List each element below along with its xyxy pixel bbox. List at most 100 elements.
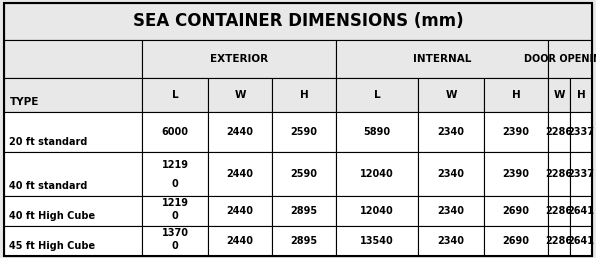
Bar: [208, 152, 272, 196]
Text: 2340: 2340: [437, 206, 464, 216]
Text: L: L: [374, 90, 380, 100]
Bar: [570, 152, 592, 196]
Bar: [142, 226, 208, 256]
Bar: [4, 152, 142, 196]
Text: 2440: 2440: [226, 127, 253, 137]
Bar: [570, 196, 592, 226]
Bar: [272, 112, 336, 152]
Text: 2286: 2286: [545, 206, 573, 216]
Bar: [272, 152, 336, 196]
Text: 6000: 6000: [162, 127, 188, 137]
Text: 2641: 2641: [567, 206, 594, 216]
Bar: [142, 40, 336, 78]
Text: 0: 0: [172, 179, 178, 189]
Bar: [208, 112, 272, 152]
Bar: [484, 152, 548, 196]
Bar: [548, 226, 570, 256]
Bar: [548, 78, 570, 112]
Text: 2390: 2390: [502, 127, 529, 137]
Bar: [570, 226, 592, 256]
Bar: [4, 40, 142, 78]
Bar: [4, 78, 142, 112]
Text: 20 ft standard: 20 ft standard: [9, 137, 88, 147]
Text: 2337: 2337: [567, 169, 594, 179]
Bar: [336, 152, 418, 196]
Text: 2440: 2440: [226, 169, 253, 179]
Text: 2340: 2340: [437, 236, 464, 246]
Bar: [4, 196, 142, 226]
Bar: [208, 196, 272, 226]
Text: H: H: [576, 90, 585, 100]
Bar: [336, 40, 548, 78]
Bar: [484, 112, 548, 152]
Bar: [142, 78, 208, 112]
Bar: [418, 226, 484, 256]
Text: 2286: 2286: [545, 169, 573, 179]
Bar: [272, 196, 336, 226]
Bar: [142, 112, 208, 152]
Text: 2895: 2895: [290, 206, 318, 216]
Text: 1219: 1219: [162, 160, 188, 170]
Bar: [4, 3, 592, 40]
Text: 1219: 1219: [162, 198, 188, 208]
Text: H: H: [300, 90, 308, 100]
Bar: [484, 78, 548, 112]
Bar: [484, 196, 548, 226]
Text: 5890: 5890: [364, 127, 390, 137]
Text: DOOR OPENINGS: DOOR OPENINGS: [524, 54, 596, 64]
Text: 2340: 2340: [437, 127, 464, 137]
Bar: [142, 196, 208, 226]
Bar: [4, 226, 142, 256]
Bar: [570, 112, 592, 152]
Text: 2590: 2590: [290, 169, 318, 179]
Text: INTERNAL: INTERNAL: [413, 54, 471, 64]
Text: 2286: 2286: [545, 236, 573, 246]
Bar: [548, 196, 570, 226]
Text: 40 ft standard: 40 ft standard: [9, 181, 88, 191]
Text: 40 ft High Cube: 40 ft High Cube: [9, 211, 95, 221]
Text: TYPE: TYPE: [10, 97, 39, 107]
Text: W: W: [234, 90, 246, 100]
Text: EXTERIOR: EXTERIOR: [210, 54, 268, 64]
Bar: [272, 78, 336, 112]
Bar: [484, 226, 548, 256]
Bar: [336, 78, 418, 112]
Text: 2690: 2690: [502, 236, 529, 246]
Text: 0: 0: [172, 241, 178, 251]
Bar: [418, 78, 484, 112]
Bar: [548, 40, 592, 78]
Bar: [570, 78, 592, 112]
Bar: [142, 152, 208, 196]
Text: 2690: 2690: [502, 206, 529, 216]
Bar: [548, 112, 570, 152]
Text: 45 ft High Cube: 45 ft High Cube: [9, 241, 95, 251]
Bar: [336, 226, 418, 256]
Text: 2390: 2390: [502, 169, 529, 179]
Text: 2340: 2340: [437, 169, 464, 179]
Text: 2337: 2337: [567, 127, 594, 137]
Text: 12040: 12040: [360, 169, 394, 179]
Bar: [336, 112, 418, 152]
Text: L: L: [172, 90, 178, 100]
Text: 2590: 2590: [290, 127, 318, 137]
Text: W: W: [445, 90, 457, 100]
Text: 13540: 13540: [360, 236, 394, 246]
Text: W: W: [553, 90, 565, 100]
Bar: [548, 152, 570, 196]
Text: H: H: [511, 90, 520, 100]
Text: SEA CONTAINER DIMENSIONS (mm): SEA CONTAINER DIMENSIONS (mm): [133, 12, 463, 30]
Text: 2286: 2286: [545, 127, 573, 137]
Text: 2440: 2440: [226, 206, 253, 216]
Bar: [418, 196, 484, 226]
Bar: [272, 226, 336, 256]
Text: 1370: 1370: [162, 229, 188, 238]
Bar: [418, 112, 484, 152]
Bar: [336, 196, 418, 226]
Text: 12040: 12040: [360, 206, 394, 216]
Text: 2440: 2440: [226, 236, 253, 246]
Text: 2895: 2895: [290, 236, 318, 246]
Bar: [418, 152, 484, 196]
Bar: [4, 112, 142, 152]
Text: 0: 0: [172, 211, 178, 221]
Text: 2641: 2641: [567, 236, 594, 246]
